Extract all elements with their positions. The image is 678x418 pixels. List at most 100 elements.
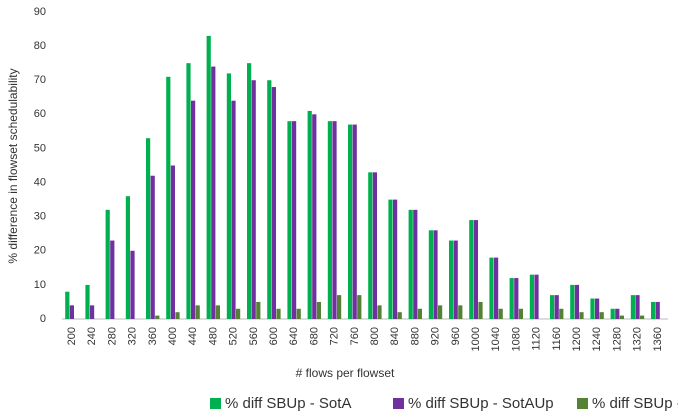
legend-swatch bbox=[393, 398, 404, 409]
x-tick-label: 800 bbox=[369, 327, 381, 345]
bar bbox=[554, 295, 559, 319]
bar bbox=[640, 315, 645, 319]
bar bbox=[69, 305, 74, 319]
bar bbox=[65, 291, 70, 319]
y-tick-label: 10 bbox=[34, 279, 46, 291]
x-tick-label: 1040 bbox=[490, 327, 502, 351]
x-tick-label: 1320 bbox=[632, 327, 644, 351]
bar bbox=[469, 220, 474, 319]
bar bbox=[428, 230, 433, 319]
bar bbox=[195, 305, 200, 319]
bar bbox=[292, 121, 297, 320]
legend-label: % diff SBUp - SotA bbox=[225, 395, 351, 412]
bar bbox=[211, 66, 216, 319]
bar bbox=[397, 312, 402, 319]
y-tick-label: 50 bbox=[34, 142, 46, 154]
x-tick-label: 1360 bbox=[652, 327, 664, 351]
bar bbox=[368, 172, 373, 319]
bar bbox=[256, 301, 261, 319]
bar bbox=[615, 308, 620, 319]
bar bbox=[498, 308, 503, 319]
bar bbox=[146, 138, 151, 319]
bar bbox=[357, 295, 362, 319]
bar bbox=[438, 305, 443, 319]
x-tick-label: 1000 bbox=[470, 327, 482, 351]
bar bbox=[337, 295, 342, 319]
x-tick-label: 960 bbox=[450, 327, 462, 345]
bar bbox=[579, 312, 584, 319]
bar bbox=[348, 124, 353, 319]
x-axis-title: # flows per flowset bbox=[296, 366, 395, 380]
bar bbox=[417, 308, 422, 319]
bar bbox=[610, 308, 615, 319]
bar bbox=[271, 87, 276, 320]
bar bbox=[312, 114, 317, 319]
y-tick-label: 60 bbox=[34, 108, 46, 120]
x-tick-label: 1120 bbox=[531, 327, 543, 351]
bar bbox=[247, 63, 252, 319]
y-tick-label: 30 bbox=[34, 211, 46, 223]
x-tick-label: 1200 bbox=[571, 327, 583, 351]
bar bbox=[574, 284, 579, 319]
bar bbox=[191, 100, 196, 319]
x-tick-label: 720 bbox=[329, 327, 341, 345]
bar bbox=[332, 121, 337, 320]
bar bbox=[630, 295, 635, 319]
bar bbox=[372, 172, 377, 319]
x-tick-label: 600 bbox=[268, 327, 280, 345]
bar bbox=[287, 121, 292, 320]
x-tick-label: 480 bbox=[207, 327, 219, 345]
bar bbox=[413, 209, 418, 319]
bar bbox=[550, 295, 555, 319]
bar bbox=[226, 73, 231, 320]
bar bbox=[494, 257, 499, 319]
bar bbox=[307, 110, 312, 319]
bar bbox=[267, 80, 272, 319]
bar bbox=[352, 124, 357, 319]
bar bbox=[388, 199, 393, 319]
y-tick-label: 20 bbox=[34, 245, 46, 257]
bar bbox=[408, 209, 413, 319]
bar bbox=[85, 284, 90, 319]
x-tick-label: 280 bbox=[106, 327, 118, 345]
bar bbox=[377, 305, 382, 319]
bar bbox=[635, 295, 640, 319]
legend-label: % diff SBUp - SotAUp bbox=[408, 395, 554, 412]
bar bbox=[655, 301, 660, 319]
legend-swatch bbox=[577, 398, 588, 409]
y-tick-label: 40 bbox=[34, 176, 46, 188]
x-tick-label: 320 bbox=[127, 327, 139, 345]
bar bbox=[449, 240, 454, 319]
bar bbox=[489, 257, 494, 319]
x-tick-label: 880 bbox=[409, 327, 421, 345]
x-tick-label: 760 bbox=[349, 327, 361, 345]
bar bbox=[170, 165, 175, 319]
x-tick-label: 640 bbox=[288, 327, 300, 345]
bar bbox=[206, 35, 211, 319]
bar bbox=[473, 220, 478, 319]
bar bbox=[433, 230, 438, 319]
bar bbox=[90, 305, 95, 319]
bar bbox=[251, 80, 256, 319]
x-tick-label: 520 bbox=[228, 327, 240, 345]
bar bbox=[514, 278, 519, 319]
bar bbox=[570, 284, 575, 319]
x-tick-label: 920 bbox=[430, 327, 442, 345]
y-axis-title: % difference in flowset schedulability bbox=[6, 68, 20, 263]
bar bbox=[231, 100, 236, 319]
bar bbox=[105, 209, 110, 319]
y-tick-label: 80 bbox=[34, 40, 46, 52]
bar bbox=[155, 315, 160, 319]
bar bbox=[518, 308, 523, 319]
x-tick-label: 440 bbox=[187, 327, 199, 345]
bar bbox=[534, 274, 539, 319]
bar bbox=[559, 308, 564, 319]
x-tick-label: 1280 bbox=[611, 327, 623, 351]
legend-swatch bbox=[210, 398, 221, 409]
y-tick-label: 70 bbox=[34, 74, 46, 86]
x-tick-label: 360 bbox=[147, 327, 159, 345]
bar bbox=[509, 278, 514, 319]
x-tick-label: 240 bbox=[86, 327, 98, 345]
bar bbox=[316, 301, 321, 319]
